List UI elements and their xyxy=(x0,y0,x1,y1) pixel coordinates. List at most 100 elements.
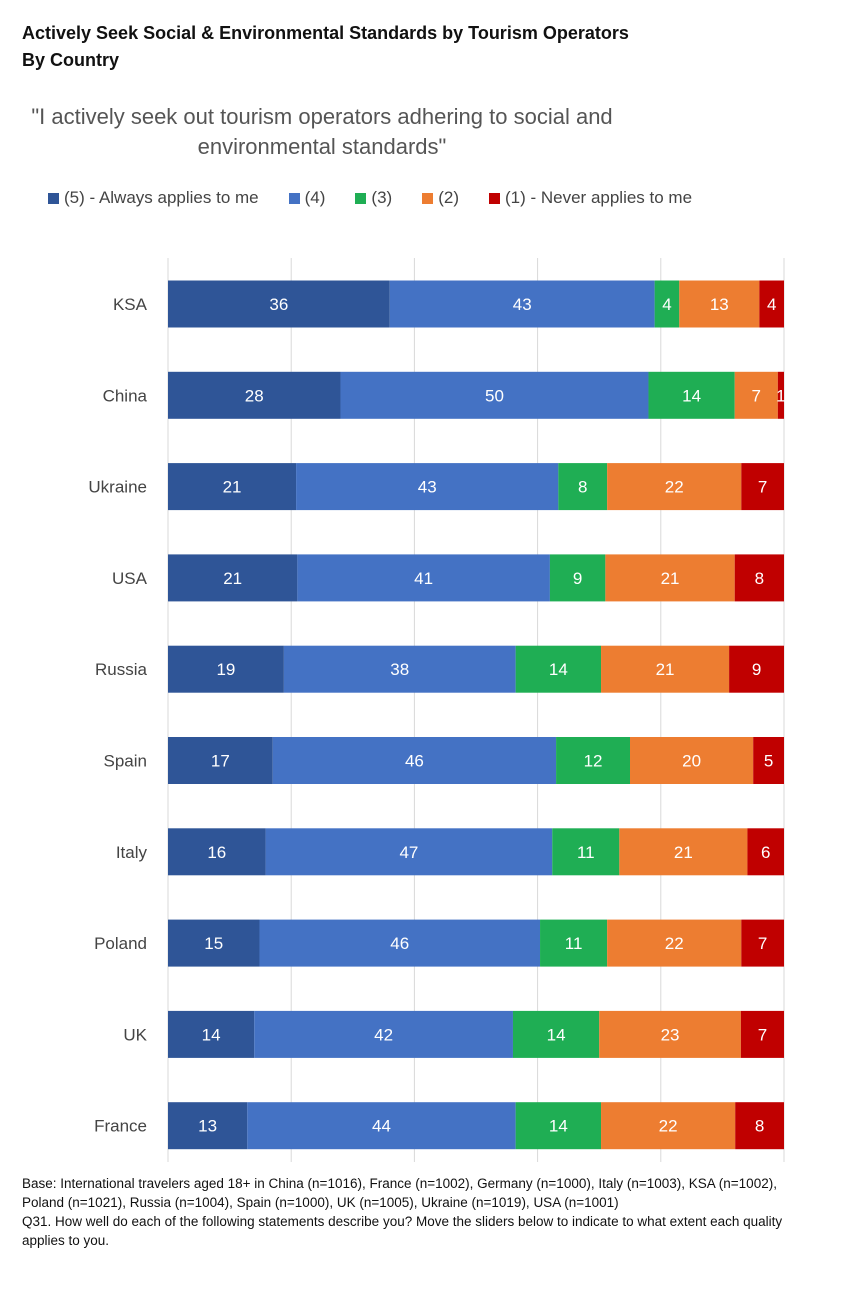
legend-item-5: (5) - Always applies to me xyxy=(48,188,259,208)
category-label: France xyxy=(94,1117,147,1136)
data-label: 20 xyxy=(682,752,701,771)
data-label: 11 xyxy=(565,934,583,953)
title-line-2: By Country xyxy=(22,50,120,70)
bar-segment xyxy=(168,554,298,602)
bar-segment xyxy=(168,645,284,693)
data-label: 7 xyxy=(758,934,767,953)
bar-segment xyxy=(515,1102,602,1150)
legend-label-3: (3) xyxy=(371,188,393,207)
bar-segment xyxy=(272,737,557,784)
bar-segment xyxy=(601,1102,736,1150)
bar-segment xyxy=(556,737,630,784)
bar-segment xyxy=(777,371,784,419)
legend-label-2: (2) xyxy=(438,188,459,207)
bar-segment xyxy=(297,554,550,602)
bar-segment xyxy=(515,645,602,693)
bar-segment xyxy=(168,371,341,419)
data-label: 22 xyxy=(665,934,684,953)
data-label: 7 xyxy=(752,386,761,405)
bar-segment xyxy=(648,371,735,419)
data-label: 15 xyxy=(204,934,223,953)
bar-segment xyxy=(265,828,553,876)
bar-segment xyxy=(599,1010,741,1058)
data-label: 4 xyxy=(767,295,776,314)
legend-label-4: (4) xyxy=(304,188,326,207)
bar-segment xyxy=(741,463,784,511)
bar-segment xyxy=(540,919,608,967)
title-line-1: Actively Seek Social & Environmental Sta… xyxy=(22,23,629,43)
legend-swatch-4 xyxy=(288,192,300,204)
bar-segment xyxy=(549,554,606,602)
bar-segment xyxy=(558,463,608,511)
legend-item-4: (4) xyxy=(288,188,326,208)
category-label: Poland xyxy=(94,934,147,953)
category-label: Spain xyxy=(104,752,147,771)
data-label: 42 xyxy=(374,1025,393,1044)
category-label: China xyxy=(103,386,148,405)
data-label: 13 xyxy=(710,295,729,314)
bar-segment xyxy=(512,1010,600,1058)
category-label: USA xyxy=(112,569,148,588)
data-label: 5 xyxy=(764,752,773,771)
category-label: UK xyxy=(123,1025,147,1044)
legend-swatch-3 xyxy=(355,192,367,204)
legend-label-5: (5) - Always applies to me xyxy=(64,188,259,207)
data-label: 8 xyxy=(755,1117,764,1136)
legend-swatch-5 xyxy=(48,192,59,204)
data-label: 7 xyxy=(758,478,767,497)
bar-segment xyxy=(168,463,297,511)
data-label: 50 xyxy=(485,386,504,405)
legend-item-2: (2) xyxy=(422,188,459,208)
data-label: 7 xyxy=(758,1025,767,1044)
legend-label-1: (1) - Never applies to me xyxy=(504,188,693,207)
bar-segment xyxy=(759,280,784,328)
data-label: 14 xyxy=(547,1025,566,1044)
bar-segment xyxy=(734,371,778,419)
data-label: 11 xyxy=(577,843,595,862)
bar-segment xyxy=(601,645,730,693)
bar-segment xyxy=(679,280,760,328)
bar-segment xyxy=(734,554,784,602)
bar-segment xyxy=(729,645,784,693)
data-label: 8 xyxy=(578,478,587,497)
data-label: 8 xyxy=(755,569,764,588)
bar-segment xyxy=(168,1102,248,1150)
data-label: 6 xyxy=(761,843,770,862)
data-label: 36 xyxy=(269,295,288,314)
data-label: 14 xyxy=(549,1117,568,1136)
chart-legend: (5) - Always applies to me (4) (3) (2) (… xyxy=(48,188,722,208)
data-label: 43 xyxy=(418,478,437,497)
chart-subtitle: "I actively seek out tourism operators a… xyxy=(31,104,613,159)
data-label: 21 xyxy=(656,660,675,679)
footnote-question: Q31. How well do each of the following s… xyxy=(22,1214,783,1248)
data-label: 22 xyxy=(659,1117,678,1136)
legend-item-1: (1) - Never applies to me xyxy=(488,188,693,208)
bar-segment xyxy=(654,280,680,328)
data-label: 21 xyxy=(661,569,680,588)
data-label: 21 xyxy=(674,843,693,862)
data-label: 41 xyxy=(414,569,433,588)
data-label: 46 xyxy=(405,752,424,771)
bar-segment xyxy=(753,737,784,784)
category-label: Ukraine xyxy=(88,478,147,497)
data-label: 44 xyxy=(372,1117,391,1136)
bar-segment xyxy=(340,371,649,419)
category-label: Russia xyxy=(95,660,148,679)
bar-segment xyxy=(619,828,748,876)
data-label: 9 xyxy=(573,569,582,588)
data-label: 14 xyxy=(549,660,568,679)
bar-segment xyxy=(741,919,784,967)
bar-segment xyxy=(168,737,273,784)
data-label: 21 xyxy=(223,478,242,497)
bar-segment xyxy=(259,919,541,967)
data-label: 4 xyxy=(662,295,671,314)
data-label: 14 xyxy=(682,386,701,405)
bar-segment xyxy=(254,1010,513,1058)
bar-segment xyxy=(168,828,266,876)
data-label: 9 xyxy=(752,660,761,679)
category-label: Italy xyxy=(116,843,148,862)
data-label: 28 xyxy=(245,386,264,405)
footnote-base: Base: International travelers aged 18+ i… xyxy=(22,1176,777,1210)
footnote: Base: International travelers aged 18+ i… xyxy=(22,1174,822,1250)
data-label: 12 xyxy=(584,752,603,771)
